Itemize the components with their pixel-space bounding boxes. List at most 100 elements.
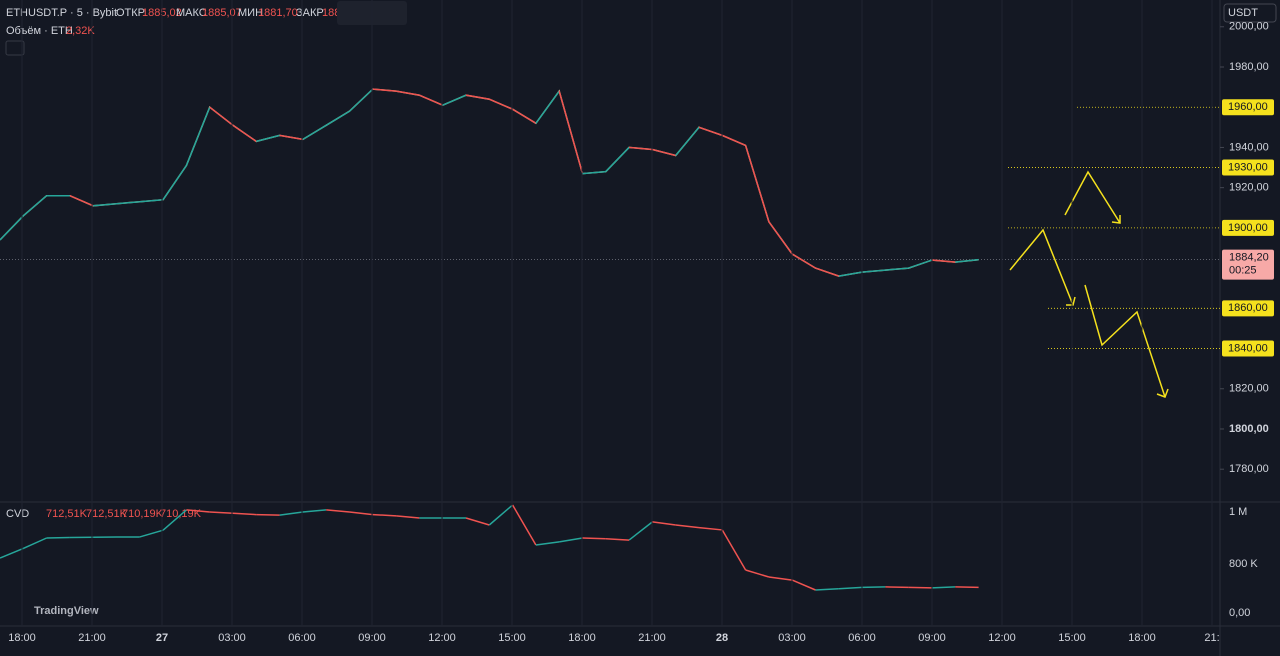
y-tick-label: 1920,00 [1229, 182, 1269, 194]
cvd-segment [302, 509, 327, 513]
branding: TradingView [34, 605, 99, 617]
price-segment [256, 134, 280, 143]
cvd-segment [885, 586, 909, 589]
price-segment [698, 126, 723, 137]
cvd-tick-label: 1 M [1229, 506, 1247, 518]
drawing-arrows [1009, 170, 1169, 398]
currency: USDT [1228, 7, 1258, 19]
price-segment [162, 165, 188, 201]
cvd-label: CVD [6, 508, 29, 520]
price-segment [675, 126, 700, 156]
symbol: ETHUSDT.P · 5 · Bybit [6, 7, 117, 19]
y-tick-label: 1780,00 [1229, 463, 1269, 475]
level-box [1222, 300, 1274, 317]
cvd-segment [186, 509, 210, 513]
cvd-segment [232, 512, 257, 516]
price-segment [652, 148, 676, 157]
y-tick-label: 1820,00 [1229, 383, 1269, 395]
price-segment [279, 134, 304, 141]
price-segment [722, 134, 746, 147]
cvd-segment [396, 515, 420, 519]
x-tick-label: 09:00 [918, 632, 946, 644]
volume-label: Объём · ETH [6, 25, 73, 37]
open-label: ОТКР [116, 7, 145, 19]
cvd-segment [535, 541, 560, 546]
level-label: 1930,00 [1228, 161, 1268, 173]
price-segment [116, 200, 140, 205]
level-label: 1900,00 [1228, 222, 1268, 234]
x-tick-label: 09:00 [358, 632, 386, 644]
cvd-tick-label: 800 K [1229, 558, 1258, 570]
price-segment [0, 215, 24, 241]
cvd-segment [628, 521, 653, 541]
cvd-segment [862, 586, 886, 589]
price-segment [22, 195, 48, 217]
cvd-value: 712,51K [86, 508, 128, 520]
cvd-segment [209, 511, 234, 515]
x-tick-label: 15:00 [1058, 632, 1086, 644]
x-tick-label: 03:00 [218, 632, 246, 644]
currency-box[interactable] [1223, 3, 1277, 23]
cvd-tick-label: 0,00 [1229, 607, 1250, 619]
high: 1885,07 [202, 7, 242, 19]
cvd-segment [559, 537, 583, 543]
level-label: 1840,00 [1228, 342, 1268, 354]
price-segment [419, 94, 443, 106]
x-tick-label: 27 [156, 632, 168, 644]
x-tick-label: 12:00 [428, 632, 456, 644]
y-tick-label: 1940,00 [1229, 141, 1269, 153]
price-segment [348, 88, 374, 112]
x-tick-label: 18:00 [568, 632, 596, 644]
collapse-button[interactable] [5, 40, 25, 56]
cvd-segment [652, 521, 676, 526]
price-segment [582, 170, 606, 175]
cvd-segment [605, 538, 630, 541]
x-tick-label: 18:00 [1128, 632, 1156, 644]
x-tick-label: 06:00 [848, 632, 876, 644]
price-segment [465, 94, 490, 100]
level-box [1222, 219, 1274, 236]
price-segment [838, 271, 863, 277]
last-price-box [1222, 249, 1274, 280]
price-segment [442, 94, 467, 106]
y-tick-label: 1980,00 [1229, 61, 1269, 73]
high-label: МАКС [176, 7, 207, 19]
level-box [1222, 99, 1274, 116]
price-segment [931, 259, 956, 263]
volume: 2,32K [66, 25, 95, 37]
cvd-segment [279, 511, 303, 516]
cvd-segment [815, 587, 839, 591]
cvd-segment [0, 547, 24, 559]
cvd-segment [582, 537, 606, 540]
cvd-segment [46, 536, 70, 539]
cvd-segment [698, 526, 723, 531]
price-segment [885, 267, 909, 271]
price-segment [744, 145, 770, 223]
cvd-value: 710,19K [122, 508, 164, 520]
cvd-segment [488, 504, 514, 526]
level-box [1222, 159, 1274, 176]
x-tick-label: 06:00 [288, 632, 316, 644]
y-tick-label: 1800,00 [1229, 423, 1269, 435]
cvd-segment [349, 511, 373, 516]
cvd-segment [256, 513, 280, 516]
cvd-value: 712,51K [46, 508, 88, 520]
cvd-segment [675, 524, 700, 529]
countdown: 00:25 [1229, 265, 1257, 277]
price-segment [512, 108, 537, 124]
last-price: 1884,20 [1229, 252, 1269, 264]
cvd-segment [745, 569, 770, 578]
cvd-segment [465, 517, 490, 526]
price-segment [69, 195, 94, 207]
x-tick-label: 12:00 [988, 632, 1016, 644]
x-tick-label: 18:00 [8, 632, 36, 644]
cvd-segment [838, 586, 863, 590]
level-box [1222, 340, 1274, 357]
price-segment [395, 90, 420, 96]
y-tick-label: 2000,00 [1229, 21, 1269, 33]
price-segment [372, 88, 397, 92]
price-segment [185, 106, 211, 166]
cvd-segment [326, 509, 350, 513]
low-label: МИН [238, 7, 263, 19]
